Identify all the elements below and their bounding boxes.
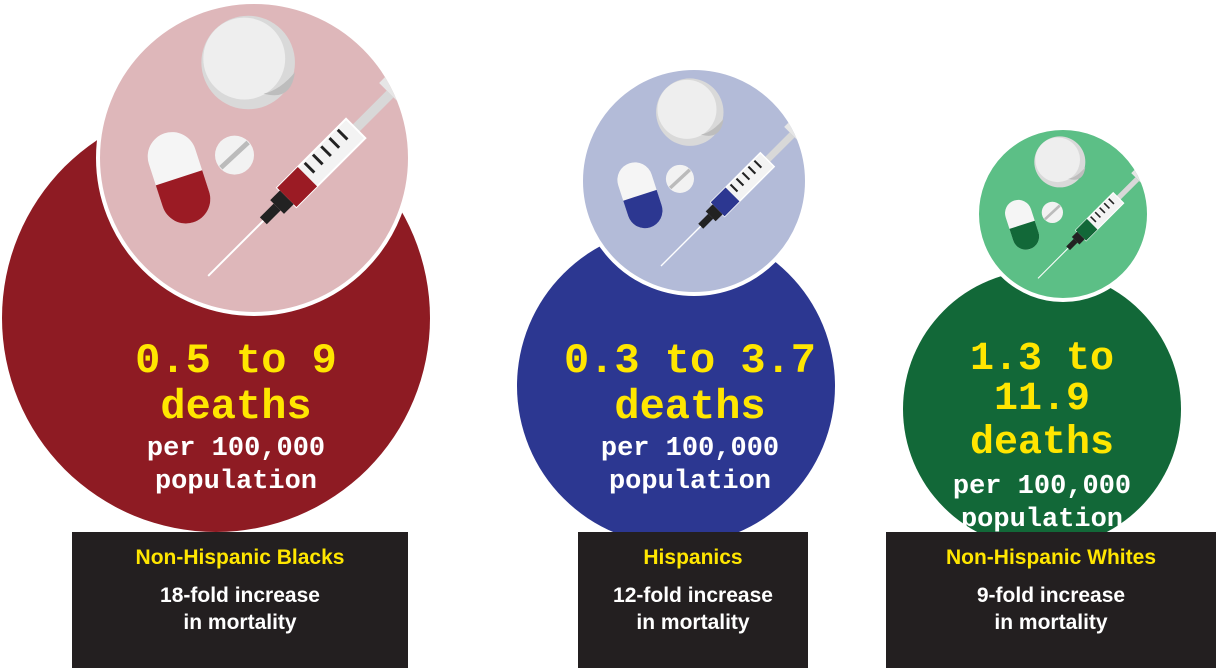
increase-line-2: in mortality bbox=[183, 611, 297, 634]
population-label: population bbox=[608, 467, 772, 497]
icon-circle bbox=[579, 66, 809, 296]
tablet-icon bbox=[665, 164, 694, 193]
pill-icon bbox=[1034, 136, 1086, 188]
syringe-icon bbox=[660, 120, 805, 267]
tablet-icon bbox=[215, 135, 254, 175]
drug-illustration bbox=[617, 78, 805, 267]
pill-icon bbox=[656, 78, 724, 146]
rate-range: 1.3 to 11.9 bbox=[969, 337, 1115, 422]
tablet-icon bbox=[1041, 201, 1063, 224]
stat-block: 0.3 to 3.7 deaths per 100,000 population bbox=[560, 340, 820, 496]
syringe-icon bbox=[1037, 168, 1147, 279]
icon-circle bbox=[975, 126, 1151, 302]
group-name: Non-Hispanic Blacks bbox=[135, 546, 345, 569]
group-name: Non-Hispanic Whites bbox=[945, 546, 1156, 569]
big-circle bbox=[2, 104, 430, 532]
group-label-box: Non-Hispanic Blacks 18-fold increase in … bbox=[72, 532, 408, 668]
group-name: Hispanics bbox=[643, 546, 743, 569]
capsule-icon bbox=[617, 162, 663, 229]
increase-line-2: in mortality bbox=[994, 611, 1108, 634]
group-label-box: Hispanics 12-fold increase in mortality bbox=[578, 532, 808, 668]
stat-block: 0.5 to 9 deaths per 100,000 population bbox=[116, 340, 356, 496]
rate-unit: deaths bbox=[969, 421, 1115, 466]
per-label: per 100,000 bbox=[600, 434, 780, 464]
increase-line-1: 9-fold increase bbox=[976, 584, 1126, 607]
big-circle bbox=[903, 270, 1181, 548]
icon-circle bbox=[96, 0, 412, 316]
big-circle bbox=[517, 227, 835, 545]
rate-unit: deaths bbox=[614, 383, 766, 431]
capsule-icon bbox=[1005, 199, 1040, 250]
pill-icon bbox=[201, 15, 295, 110]
increase-line-2: in mortality bbox=[636, 611, 750, 634]
increase-line-1: 12-fold increase bbox=[613, 584, 773, 607]
rate-range: 0.5 to 9 bbox=[135, 337, 337, 385]
rate-range: 0.3 to 3.7 bbox=[563, 337, 817, 385]
group-label-box: Non-Hispanic Whites 9-fold increase in m… bbox=[886, 532, 1216, 668]
drug-illustration bbox=[147, 15, 408, 277]
drug-illustration bbox=[1005, 136, 1147, 279]
rate-unit: deaths bbox=[160, 383, 312, 431]
population-label: population bbox=[154, 467, 318, 497]
stat-block: 1.3 to 11.9 deaths per 100,000 populatio… bbox=[922, 340, 1162, 534]
per-label: per 100,000 bbox=[146, 434, 326, 464]
population-label: population bbox=[960, 505, 1124, 535]
increase-line-1: 18-fold increase bbox=[160, 584, 320, 607]
syringe-icon bbox=[207, 74, 408, 277]
per-label: per 100,000 bbox=[952, 472, 1132, 502]
capsule-icon bbox=[147, 132, 211, 224]
